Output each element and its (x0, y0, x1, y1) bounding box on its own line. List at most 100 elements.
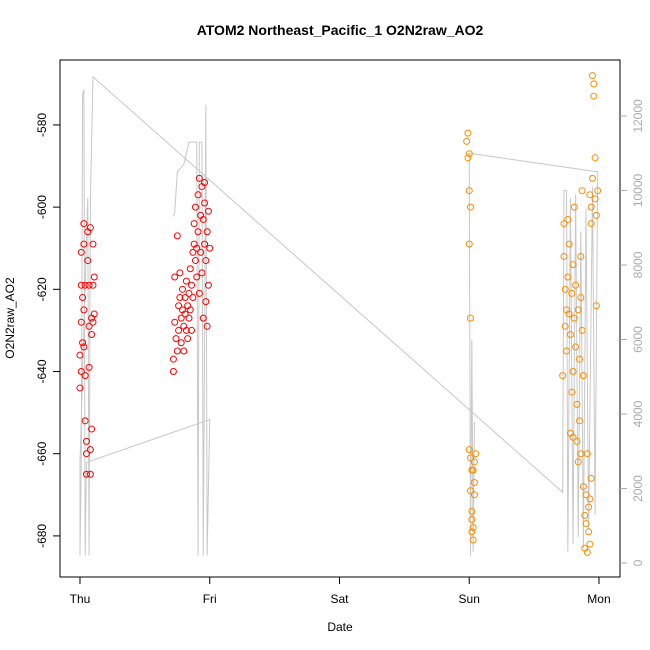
data-point (82, 450, 90, 458)
data-point (566, 331, 574, 339)
y2-tick-label: 6000 (631, 326, 645, 353)
data-point (194, 191, 202, 199)
data-point (583, 548, 591, 556)
data-point (590, 92, 598, 100)
y2-tick-label: 0 (631, 559, 645, 566)
y-tick-label: -660 (35, 441, 49, 465)
y2-tick-label: 12000 (631, 99, 645, 133)
data-point (470, 478, 478, 486)
data-point (561, 322, 569, 330)
data-point (197, 248, 205, 256)
data-point (577, 294, 585, 302)
data-point (465, 150, 473, 158)
data-point (573, 400, 581, 408)
data-point (570, 203, 578, 211)
data-point (181, 294, 189, 302)
data-point (172, 335, 180, 343)
data-point (572, 343, 580, 351)
y2-tick-label: 2000 (631, 475, 645, 502)
data-point (198, 269, 206, 277)
plot-frame (59, 59, 621, 578)
data-point (587, 474, 595, 482)
data-point (77, 318, 85, 326)
data-point (578, 187, 586, 195)
data-point (188, 326, 196, 334)
data-point (171, 273, 179, 281)
data-point (573, 437, 581, 445)
data-point (582, 520, 590, 528)
data-point (201, 240, 209, 248)
data-point (81, 372, 89, 380)
data-point (86, 446, 94, 454)
data-point (185, 289, 193, 297)
data-point (464, 154, 472, 162)
data-point (579, 483, 587, 491)
data-point (188, 281, 196, 289)
data-point (470, 491, 478, 499)
y-tick-label: -600 (35, 195, 49, 219)
data-point (80, 306, 88, 314)
data-point (592, 302, 600, 310)
data-point (588, 72, 596, 80)
data-point (564, 215, 572, 223)
data-point (86, 224, 94, 232)
data-point (173, 347, 181, 355)
data-point (465, 446, 473, 454)
y-tick-label: -620 (35, 277, 49, 301)
x-tick-label: Sat (330, 592, 349, 606)
data-point (576, 417, 584, 425)
y2-tick-label: 10000 (631, 173, 645, 207)
data-point (581, 511, 589, 519)
data-point (199, 215, 207, 223)
data-point (77, 281, 85, 289)
data-point (171, 318, 179, 326)
data-point (175, 302, 183, 310)
data-point (577, 252, 585, 260)
data-point (568, 388, 576, 396)
data-point (202, 298, 210, 306)
data-point (572, 281, 580, 289)
data-point (591, 195, 599, 203)
data-point (76, 384, 84, 392)
data-point (89, 318, 97, 326)
y-tick-label: -580 (35, 113, 49, 137)
data-point (177, 339, 185, 347)
data-point (182, 326, 190, 334)
data-point (594, 187, 602, 195)
data-point (79, 339, 87, 347)
y-tick-label: -640 (35, 359, 49, 383)
data-point (177, 314, 185, 322)
data-point (560, 220, 568, 228)
data-point (191, 203, 199, 211)
data-point (203, 322, 211, 330)
data-point (583, 450, 591, 458)
x-axis-label: Date (327, 620, 353, 634)
data-point (182, 277, 190, 285)
data-point (186, 306, 194, 314)
data-point (588, 174, 596, 182)
data-point (80, 220, 88, 228)
data-point (587, 203, 595, 211)
y2-tick-label: 4000 (631, 400, 645, 427)
data-point (204, 207, 212, 215)
data-point (467, 454, 475, 462)
data-point (468, 528, 476, 536)
data-point (467, 314, 475, 322)
data-point (76, 351, 84, 359)
data-point (569, 433, 577, 441)
data-point (469, 536, 477, 544)
data-point (173, 232, 181, 240)
data-point (89, 240, 97, 248)
data-point (176, 294, 184, 302)
data-point (169, 368, 177, 376)
y-tick-label: -680 (35, 524, 49, 548)
data-point (90, 310, 98, 318)
data-point (469, 524, 477, 532)
x-tick-label: Fri (203, 592, 217, 606)
data-point (189, 248, 197, 256)
data-point (79, 294, 87, 302)
y2-tick-label: 8000 (631, 251, 645, 278)
data-point (560, 252, 568, 260)
data-point (85, 281, 93, 289)
data-point (189, 294, 197, 302)
